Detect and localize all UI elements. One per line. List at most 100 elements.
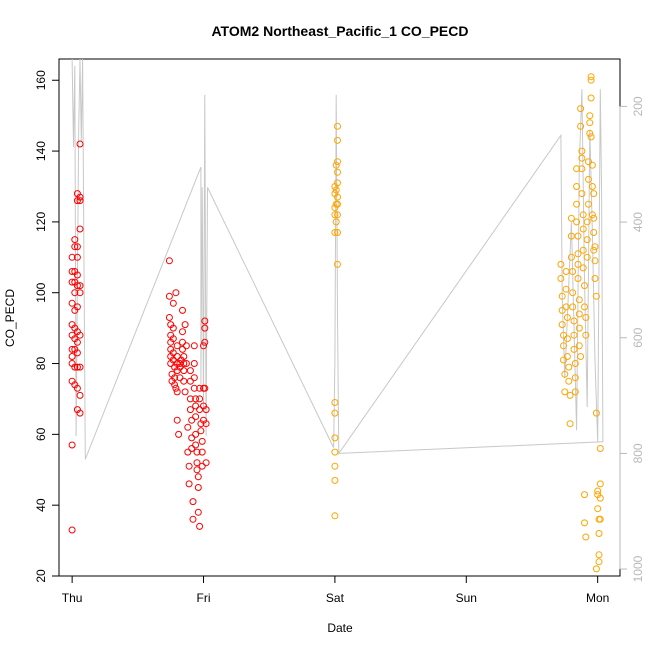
data-point-orange: [577, 122, 585, 130]
data-point-orange: [565, 377, 573, 385]
y-axis: 20 40 60 80 100 120 140 160: [34, 70, 60, 583]
data-point-orange: [583, 236, 591, 244]
data-point-red: [184, 423, 192, 431]
x-axis-label: Date: [327, 621, 353, 635]
data-point-red: [68, 268, 76, 275]
data-point-orange: [590, 190, 598, 198]
data-point-red: [180, 353, 188, 360]
data-point-orange: [571, 360, 579, 367]
data-point-red: [202, 406, 210, 414]
data-point-orange: [567, 232, 575, 240]
data-point-orange: [571, 374, 579, 382]
data-point-red: [169, 335, 177, 343]
x-tick-label: Sun: [456, 591, 477, 605]
data-point-orange: [581, 519, 588, 527]
data-point-red: [169, 299, 177, 307]
data-point-orange: [567, 214, 575, 222]
data-point-orange: [588, 183, 596, 190]
data-point-red: [181, 321, 189, 329]
pressure-line: [71, 58, 604, 460]
data-point-red: [76, 282, 84, 290]
data-point-orange: [571, 388, 579, 396]
data-point-red: [192, 413, 200, 421]
data-point-red: [180, 377, 188, 385]
data-point-red: [188, 416, 196, 424]
data-point-red: [73, 338, 81, 346]
data-point-orange: [560, 331, 567, 339]
data-points-group: [68, 73, 604, 573]
data-point-red: [184, 448, 192, 456]
data-point-red: [194, 473, 202, 481]
data-point-orange: [573, 165, 581, 173]
data-point-orange: [595, 558, 603, 566]
data-point-red: [165, 292, 173, 300]
data-point-red: [169, 356, 177, 364]
data-point-red: [68, 441, 76, 449]
data-point-orange: [591, 257, 599, 265]
y-tick-label: 80: [34, 357, 48, 371]
data-point-red: [173, 416, 181, 424]
y-tick-label: 20: [34, 569, 48, 583]
data-point-red: [190, 360, 198, 367]
data-point-orange: [577, 105, 585, 113]
data-point-orange: [334, 229, 341, 236]
data-point-orange: [594, 487, 602, 495]
data-point-red: [200, 342, 207, 350]
data-point-red: [192, 441, 200, 449]
data-point-orange: [579, 211, 587, 219]
data-point-red: [165, 314, 173, 321]
data-point-red: [189, 498, 197, 506]
data-point-orange: [587, 133, 595, 141]
data-point-orange: [579, 246, 587, 254]
data-point-red: [188, 434, 196, 442]
data-point-red: [182, 360, 190, 367]
data-point-orange: [583, 218, 591, 226]
data-point-red: [76, 363, 84, 371]
data-point-orange: [569, 268, 577, 275]
data-point-red: [165, 257, 173, 265]
data-point-red: [176, 374, 184, 382]
y2-tick-label: 200: [631, 96, 645, 116]
data-point-red: [201, 317, 209, 325]
data-point-red: [73, 384, 81, 392]
data-point-red: [196, 522, 204, 530]
data-point-orange: [591, 243, 599, 251]
data-point-red: [175, 430, 183, 438]
data-point-orange: [586, 119, 594, 127]
data-point-orange: [588, 161, 596, 169]
data-point-orange: [574, 232, 582, 240]
data-point-orange: [590, 229, 598, 236]
data-point-orange: [563, 353, 571, 360]
data-point-orange: [578, 154, 586, 162]
data-point-orange: [579, 264, 587, 272]
data-point-orange: [558, 306, 566, 314]
data-point-orange: [331, 229, 339, 236]
data-point-red: [68, 353, 76, 360]
data-point-orange: [596, 494, 604, 502]
data-point-red: [186, 367, 194, 375]
y-tick-label: 120: [34, 212, 48, 232]
data-point-red: [185, 480, 193, 488]
data-point-orange: [574, 260, 582, 268]
data-point-orange: [594, 505, 602, 513]
data-point-red: [172, 289, 180, 297]
data-point-orange: [570, 317, 578, 325]
data-point-red: [193, 466, 201, 474]
data-point-orange: [331, 462, 339, 470]
y-tick-label: 100: [34, 282, 48, 302]
data-point-orange: [587, 76, 595, 84]
data-point-orange: [558, 321, 566, 329]
data-point-orange: [334, 200, 341, 208]
data-point-orange: [332, 186, 340, 194]
data-point-red: [179, 306, 186, 314]
data-point-orange: [573, 200, 581, 208]
y2-tick-label: 800: [631, 443, 645, 463]
y2-axis: 200 400 600 800 1000: [619, 96, 645, 582]
data-point-red: [201, 338, 209, 346]
data-point-orange: [557, 260, 565, 268]
data-point-orange: [331, 512, 339, 520]
data-point-orange: [565, 363, 573, 371]
data-point-red: [71, 363, 79, 371]
data-point-orange: [582, 331, 590, 339]
x-tick-label: Thu: [62, 591, 83, 605]
